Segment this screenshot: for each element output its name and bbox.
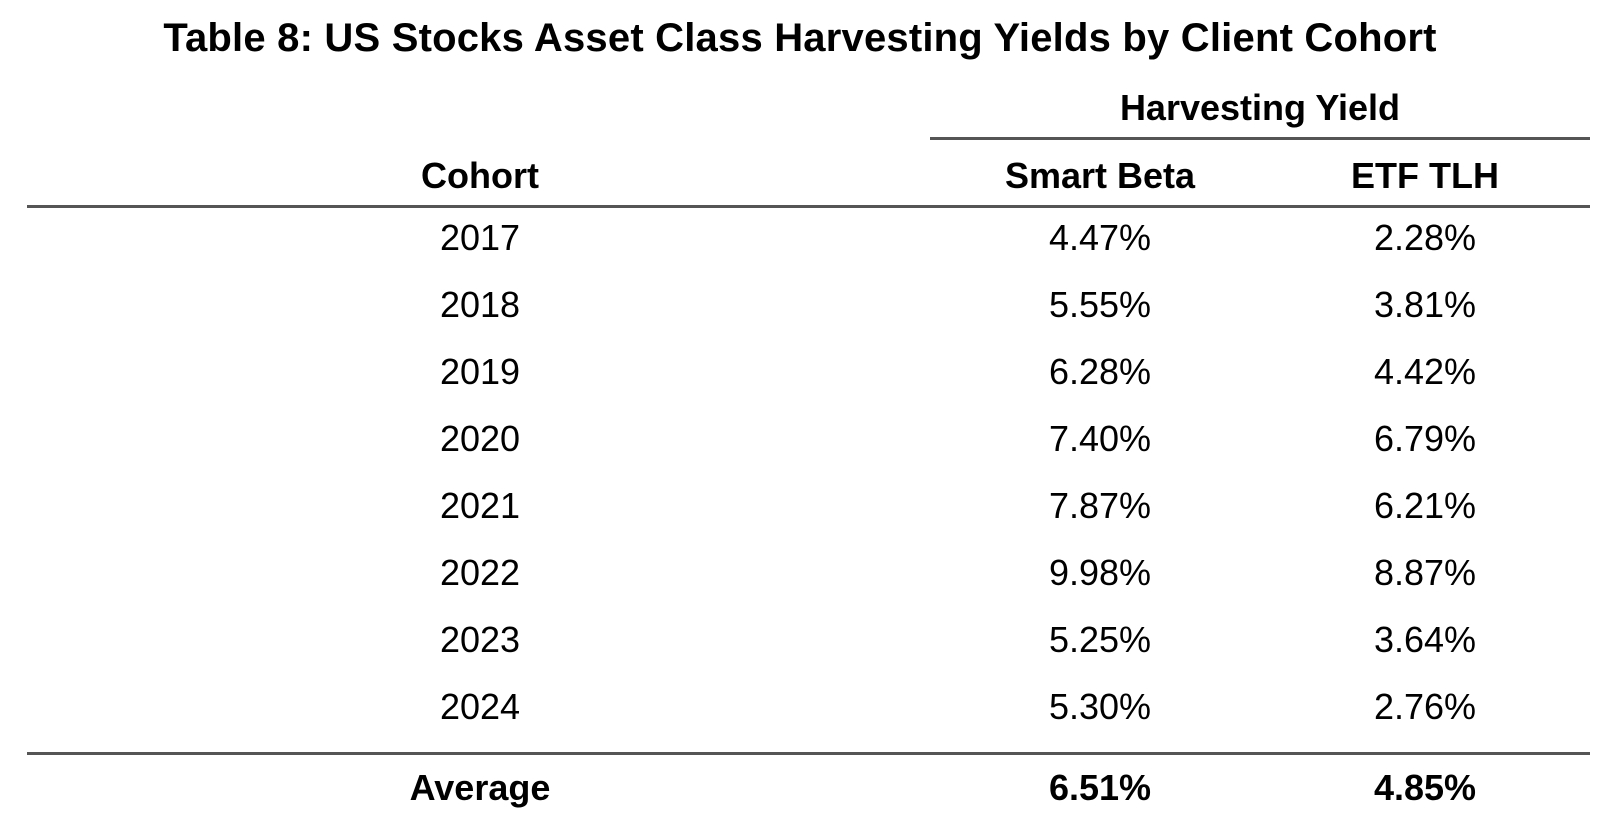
average-label: Average [409,767,551,808]
average-etf-tlh: 4.85% [1373,767,1477,808]
smart-beta-cell: 7.40% [1048,418,1152,459]
smart-beta-cell: 5.55% [1048,284,1152,325]
smart-beta-cell: 5.25% [1048,619,1152,660]
harvesting-yield-group-header: Harvesting Yield [1119,87,1401,128]
column-header-cohort: Cohort [421,155,539,196]
etf-tlh-cell: 3.81% [1373,284,1477,325]
column-header-smart-beta: Smart Beta [1004,155,1196,196]
table-title: Table 8: US Stocks Asset Class Harvestin… [163,16,1437,60]
smart-beta-cell: 7.87% [1048,485,1152,526]
etf-tlh-cell: 2.28% [1373,217,1477,258]
header-rule [27,205,1590,208]
cohort-cell: 2024 [439,686,521,727]
etf-tlh-cell: 6.79% [1373,418,1477,459]
cohort-cell: 2018 [439,284,521,325]
cohort-cell: 2017 [439,217,521,258]
cohort-cell: 2021 [439,485,521,526]
smart-beta-cell: 9.98% [1048,552,1152,593]
etf-tlh-cell: 4.42% [1373,351,1477,392]
etf-tlh-cell: 6.21% [1373,485,1477,526]
smart-beta-cell: 5.30% [1048,686,1152,727]
average-smart-beta: 6.51% [1048,767,1152,808]
cohort-cell: 2022 [439,552,521,593]
smart-beta-cell: 4.47% [1048,217,1152,258]
footer-rule [27,752,1590,755]
cohort-cell: 2020 [439,418,521,459]
cohort-cell: 2023 [439,619,521,660]
column-header-etf-tlh: ETF TLH [1351,155,1499,196]
smart-beta-cell: 6.28% [1048,351,1152,392]
etf-tlh-cell: 2.76% [1373,686,1477,727]
group-header-rule [930,137,1590,140]
etf-tlh-cell: 3.64% [1373,619,1477,660]
cohort-cell: 2019 [439,351,521,392]
etf-tlh-cell: 8.87% [1373,552,1477,593]
